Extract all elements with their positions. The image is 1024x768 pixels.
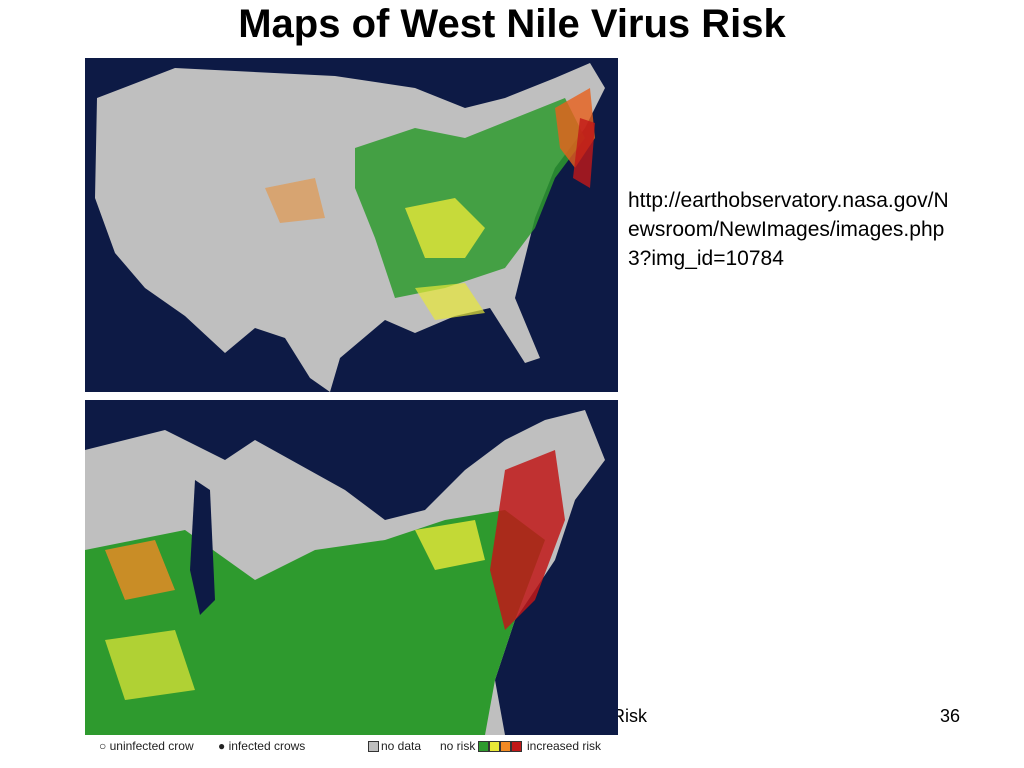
legend-item: ● infected crows [218, 739, 306, 753]
page-number: 36 [940, 706, 961, 726]
label: uninfected crow [109, 739, 194, 753]
slide-title: Maps of West Nile Virus Risk [238, 2, 786, 46]
map-legend: ○ uninfected crow ● infected crows no da… [85, 737, 618, 755]
label: infected crows [228, 739, 306, 753]
swatch [500, 741, 511, 752]
legend-item: no data [381, 739, 422, 753]
swatch [511, 741, 522, 752]
swatch [489, 741, 500, 752]
source-url: http://earthobservatory.nasa.gov/Newsroo… [628, 189, 949, 270]
us-map [85, 58, 618, 392]
legend-item: increased risk [527, 739, 602, 753]
swatch [368, 741, 379, 752]
northeast-map [85, 400, 618, 735]
legend-item: no risk [440, 739, 476, 753]
footer-text: Risk [612, 706, 647, 726]
swatch [478, 741, 489, 752]
legend-item: ○ uninfected crow [99, 739, 194, 753]
